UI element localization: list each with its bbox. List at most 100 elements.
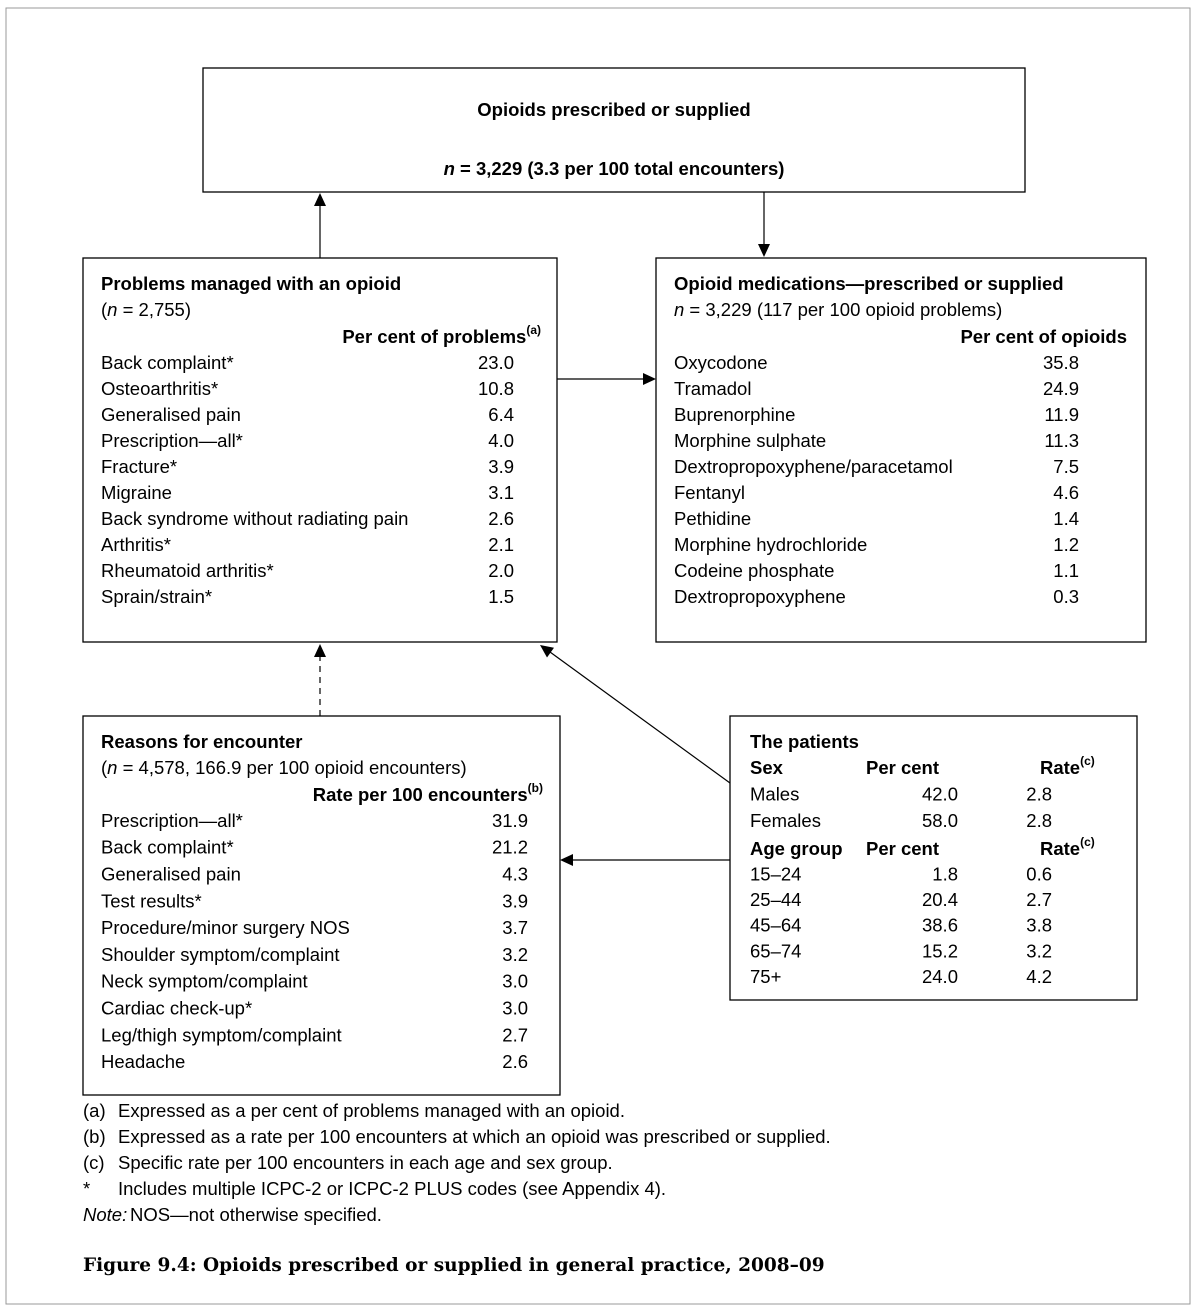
row-value: 24.9 <box>1043 378 1079 399</box>
footnote-text: Specific rate per 100 encounters in each… <box>118 1152 613 1173</box>
footnote-text: Expressed as a per cent of problems mana… <box>118 1100 625 1121</box>
row-value: 2.7 <box>1026 889 1052 910</box>
row-label: Males <box>750 783 799 804</box>
row-value: 42.0 <box>922 783 958 804</box>
row-value: 1.1 <box>1053 560 1079 581</box>
row-value: 4.2 <box>1026 966 1052 987</box>
row-label: Fentanyl <box>674 482 745 503</box>
column-header: Per cent <box>866 838 939 859</box>
row-label: 45–64 <box>750 915 801 936</box>
column-header: Rate(c) <box>1040 835 1095 859</box>
row-value: 11.3 <box>1044 430 1079 451</box>
row-value: 4.6 <box>1053 482 1079 503</box>
n-symbol: n <box>674 299 684 320</box>
row-value: 20.4 <box>922 889 958 910</box>
note-text: NOS—not otherwise specified. <box>130 1204 382 1225</box>
row-value: 3.0 <box>502 997 528 1018</box>
count-open: ( <box>101 757 108 778</box>
row-value: 15.2 <box>922 940 958 961</box>
row-label: Neck symptom/complaint <box>101 971 308 992</box>
row-value: 2.0 <box>488 560 514 581</box>
row-label: Tramadol <box>674 378 751 399</box>
column-note: (b) <box>528 781 543 795</box>
row-value: 3.8 <box>1026 915 1052 936</box>
row-label: Pethidine <box>674 508 751 529</box>
row-value: 7.5 <box>1053 456 1079 477</box>
box-title: Reasons for encounter <box>101 731 303 752</box>
row-label: Fracture* <box>101 456 177 477</box>
row-label: Rheumatoid arthritis* <box>101 560 274 581</box>
row-value: 3.2 <box>1026 940 1052 961</box>
n-symbol: n <box>107 757 117 778</box>
row-label: Migraine <box>101 482 172 503</box>
column-text: Rate <box>1040 757 1080 778</box>
row-label: 15–24 <box>750 863 801 884</box>
row-value: 3.9 <box>502 890 528 911</box>
row-label: Procedure/minor surgery NOS <box>101 917 350 938</box>
patients-box <box>729 715 1138 1001</box>
row-value: 2.7 <box>502 1024 528 1045</box>
row-value: 4.3 <box>502 863 528 884</box>
n-symbol: n <box>107 299 117 320</box>
row-label: Leg/thigh symptom/complaint <box>101 1024 342 1045</box>
box-count: (n = 4,578, 166.9 per 100 opioid encount… <box>101 757 467 778</box>
row-label: Cardiac check-up* <box>101 997 252 1018</box>
problems-box <box>82 257 558 643</box>
row-label: Morphine sulphate <box>674 430 826 451</box>
row-label: Shoulder symptom/complaint <box>101 944 340 965</box>
row-label: 75+ <box>750 966 781 987</box>
row-label: Oxycodone <box>674 352 768 373</box>
column-header: Per cent of problems(a) <box>342 323 541 347</box>
row-label: Generalised pain <box>101 404 241 425</box>
row-label: Morphine hydrochloride <box>674 534 867 555</box>
column-text: Per cent of opioids <box>960 326 1127 347</box>
arrowhead <box>758 244 770 257</box>
row-label: Osteoarthritis* <box>101 378 218 399</box>
arrowhead <box>314 644 326 657</box>
column-note: (c) <box>1080 835 1095 849</box>
row-value: 3.2 <box>502 944 528 965</box>
row-label: Sprain/strain* <box>101 586 212 607</box>
count-text: = 3,229 (117 per 100 opioid problems) <box>684 299 1002 320</box>
footnote-mark: (c) <box>83 1152 105 1173</box>
row-value: 3.7 <box>502 917 528 938</box>
row-value: 3.1 <box>488 482 514 503</box>
title: Opioids prescribed or supplied <box>477 99 750 120</box>
column-header: Per cent <box>866 757 939 778</box>
row-value: 21.2 <box>492 837 528 858</box>
row-value: 2.8 <box>1026 783 1052 804</box>
row-value: 23.0 <box>478 352 514 373</box>
column-note: (c) <box>1080 754 1095 768</box>
arrowhead <box>540 645 554 658</box>
column-header: Age group <box>750 838 843 859</box>
row-value: 38.6 <box>922 915 958 936</box>
row-value: 58.0 <box>922 810 958 831</box>
arrowhead <box>314 193 326 206</box>
row-label: Females <box>750 810 821 831</box>
row-label: Prescription—all* <box>101 810 243 831</box>
column-text: Rate per 100 encounters <box>313 784 528 805</box>
row-label: Back complaint* <box>101 837 234 858</box>
row-value: 1.4 <box>1053 508 1079 529</box>
count-text: = 2,755) <box>117 299 191 320</box>
opioids-box <box>655 257 1147 643</box>
row-value: 24.0 <box>922 966 958 987</box>
frame <box>5 7 1191 1305</box>
column-header: Rate(c) <box>1040 754 1095 778</box>
row-label: Back complaint* <box>101 352 234 373</box>
column-text: Per cent of problems <box>342 326 526 347</box>
box-count: n = 3,229 (117 per 100 opioid problems) <box>674 299 1002 320</box>
column-note: (a) <box>526 323 541 337</box>
top-box <box>202 67 1026 193</box>
subtitle: n = 3,229 (3.3 per 100 total encounters) <box>444 158 785 179</box>
caption: Figure 9.4: Opioids prescribed or suppli… <box>83 1255 825 1276</box>
row-value: 2.8 <box>1026 810 1052 831</box>
count-text: = 4,578, 166.9 per 100 opioid encounters… <box>117 757 466 778</box>
box-count: (n = 2,755) <box>101 299 191 320</box>
row-label: Generalised pain <box>101 863 241 884</box>
column-header: Rate per 100 encounters(b) <box>313 781 543 805</box>
n-symbol: n <box>444 158 455 179</box>
row-value: 31.9 <box>492 810 528 831</box>
row-value: 6.4 <box>488 404 514 425</box>
row-label: Headache <box>101 1051 185 1072</box>
